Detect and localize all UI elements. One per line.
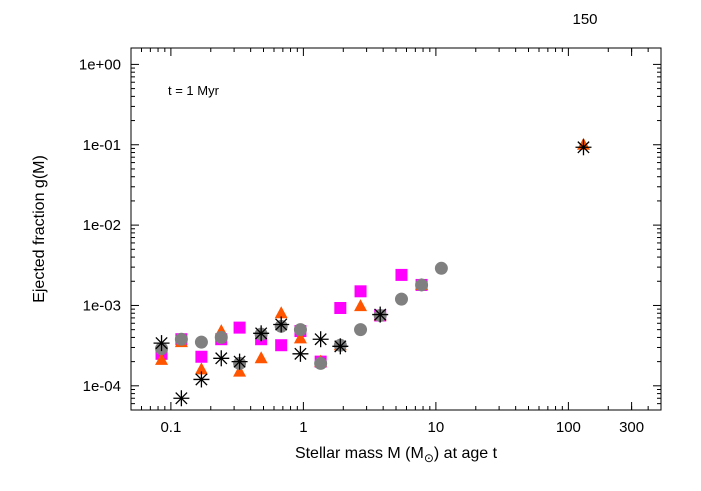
x-tick-label: 10 <box>428 419 445 436</box>
square-point <box>233 321 246 334</box>
triangle-point <box>194 362 208 375</box>
y-tick-label: 1e+00 <box>79 56 121 73</box>
x-tick-label: 0.1 <box>160 419 181 436</box>
asterisk-point <box>173 390 190 407</box>
asterisk-stroke <box>155 336 168 350</box>
triangle-point <box>254 351 268 364</box>
circle-point <box>293 323 307 337</box>
square-point <box>395 268 408 281</box>
asterisk-stroke <box>195 373 208 386</box>
x-axis-title: Stellar mass M (M⊙) at age t <box>295 445 498 465</box>
y-tick-label: 1e-04 <box>83 378 121 395</box>
y-tick-label: 1e-02 <box>83 217 121 234</box>
asterisk-point <box>372 306 389 323</box>
axis-ticks <box>131 48 661 410</box>
asterisk-point <box>273 316 290 333</box>
asterisk-stroke <box>275 318 288 331</box>
square-point <box>275 339 288 352</box>
asterisk-point <box>153 335 170 352</box>
axis-tick-labels: 0.1 1 10 100 300 1e-04 1e-03 1e-02 1e-01 1e+00 <box>79 56 644 436</box>
data-points <box>153 137 592 407</box>
asterisk-point <box>253 325 270 342</box>
asterisk-stroke <box>255 327 268 340</box>
circle-point <box>434 261 448 275</box>
asterisk-stroke <box>175 392 188 405</box>
y-tick-label: 1e-01 <box>83 137 121 154</box>
y-axis-title: Ejected fraction g(M) <box>31 155 48 303</box>
time-annotation: t = 1 Myr <box>168 83 220 98</box>
circle-point <box>194 335 208 349</box>
x-axis-title-subscript: ⊙ <box>424 451 434 465</box>
x-axis-title-prefix: Stellar mass M (M <box>295 445 424 462</box>
x-tick-label: 100 <box>556 419 581 436</box>
triangle-point <box>274 306 288 319</box>
asterisk-point <box>312 331 329 348</box>
top-axis-label: 150 <box>572 11 597 28</box>
asterisk-point <box>575 139 592 156</box>
asterisk-point <box>292 345 309 362</box>
x-axis-title-suffix: ) at age t <box>434 445 498 462</box>
square-point <box>354 285 367 298</box>
asterisk-stroke <box>215 352 228 365</box>
y-tick-label: 1e-03 <box>83 297 121 314</box>
circle-point <box>174 332 188 346</box>
circle-point <box>415 278 429 292</box>
triangle-point <box>354 299 368 312</box>
asterisk-stroke <box>314 333 327 346</box>
asterisk-point <box>231 353 248 370</box>
asterisk-point <box>213 350 230 367</box>
asterisk-stroke <box>233 355 246 368</box>
asterisk-stroke <box>374 308 387 321</box>
square-point <box>195 350 208 363</box>
circle-point <box>314 356 328 370</box>
asterisk-stroke <box>334 340 347 353</box>
asterisk-stroke <box>577 141 590 154</box>
asterisk-point <box>332 338 349 355</box>
asterisk-point <box>193 371 210 388</box>
triangle-point <box>233 364 247 377</box>
asterisk-stroke <box>294 347 307 360</box>
x-tick-label: 300 <box>619 419 644 436</box>
circle-point <box>354 323 368 337</box>
x-tick-label: 1 <box>299 419 307 436</box>
square-point <box>334 301 347 314</box>
circle-point <box>214 330 228 344</box>
triangle-point <box>155 352 169 365</box>
circle-point <box>394 292 408 306</box>
triangle-point <box>293 331 307 344</box>
plot-frame <box>130 47 662 411</box>
